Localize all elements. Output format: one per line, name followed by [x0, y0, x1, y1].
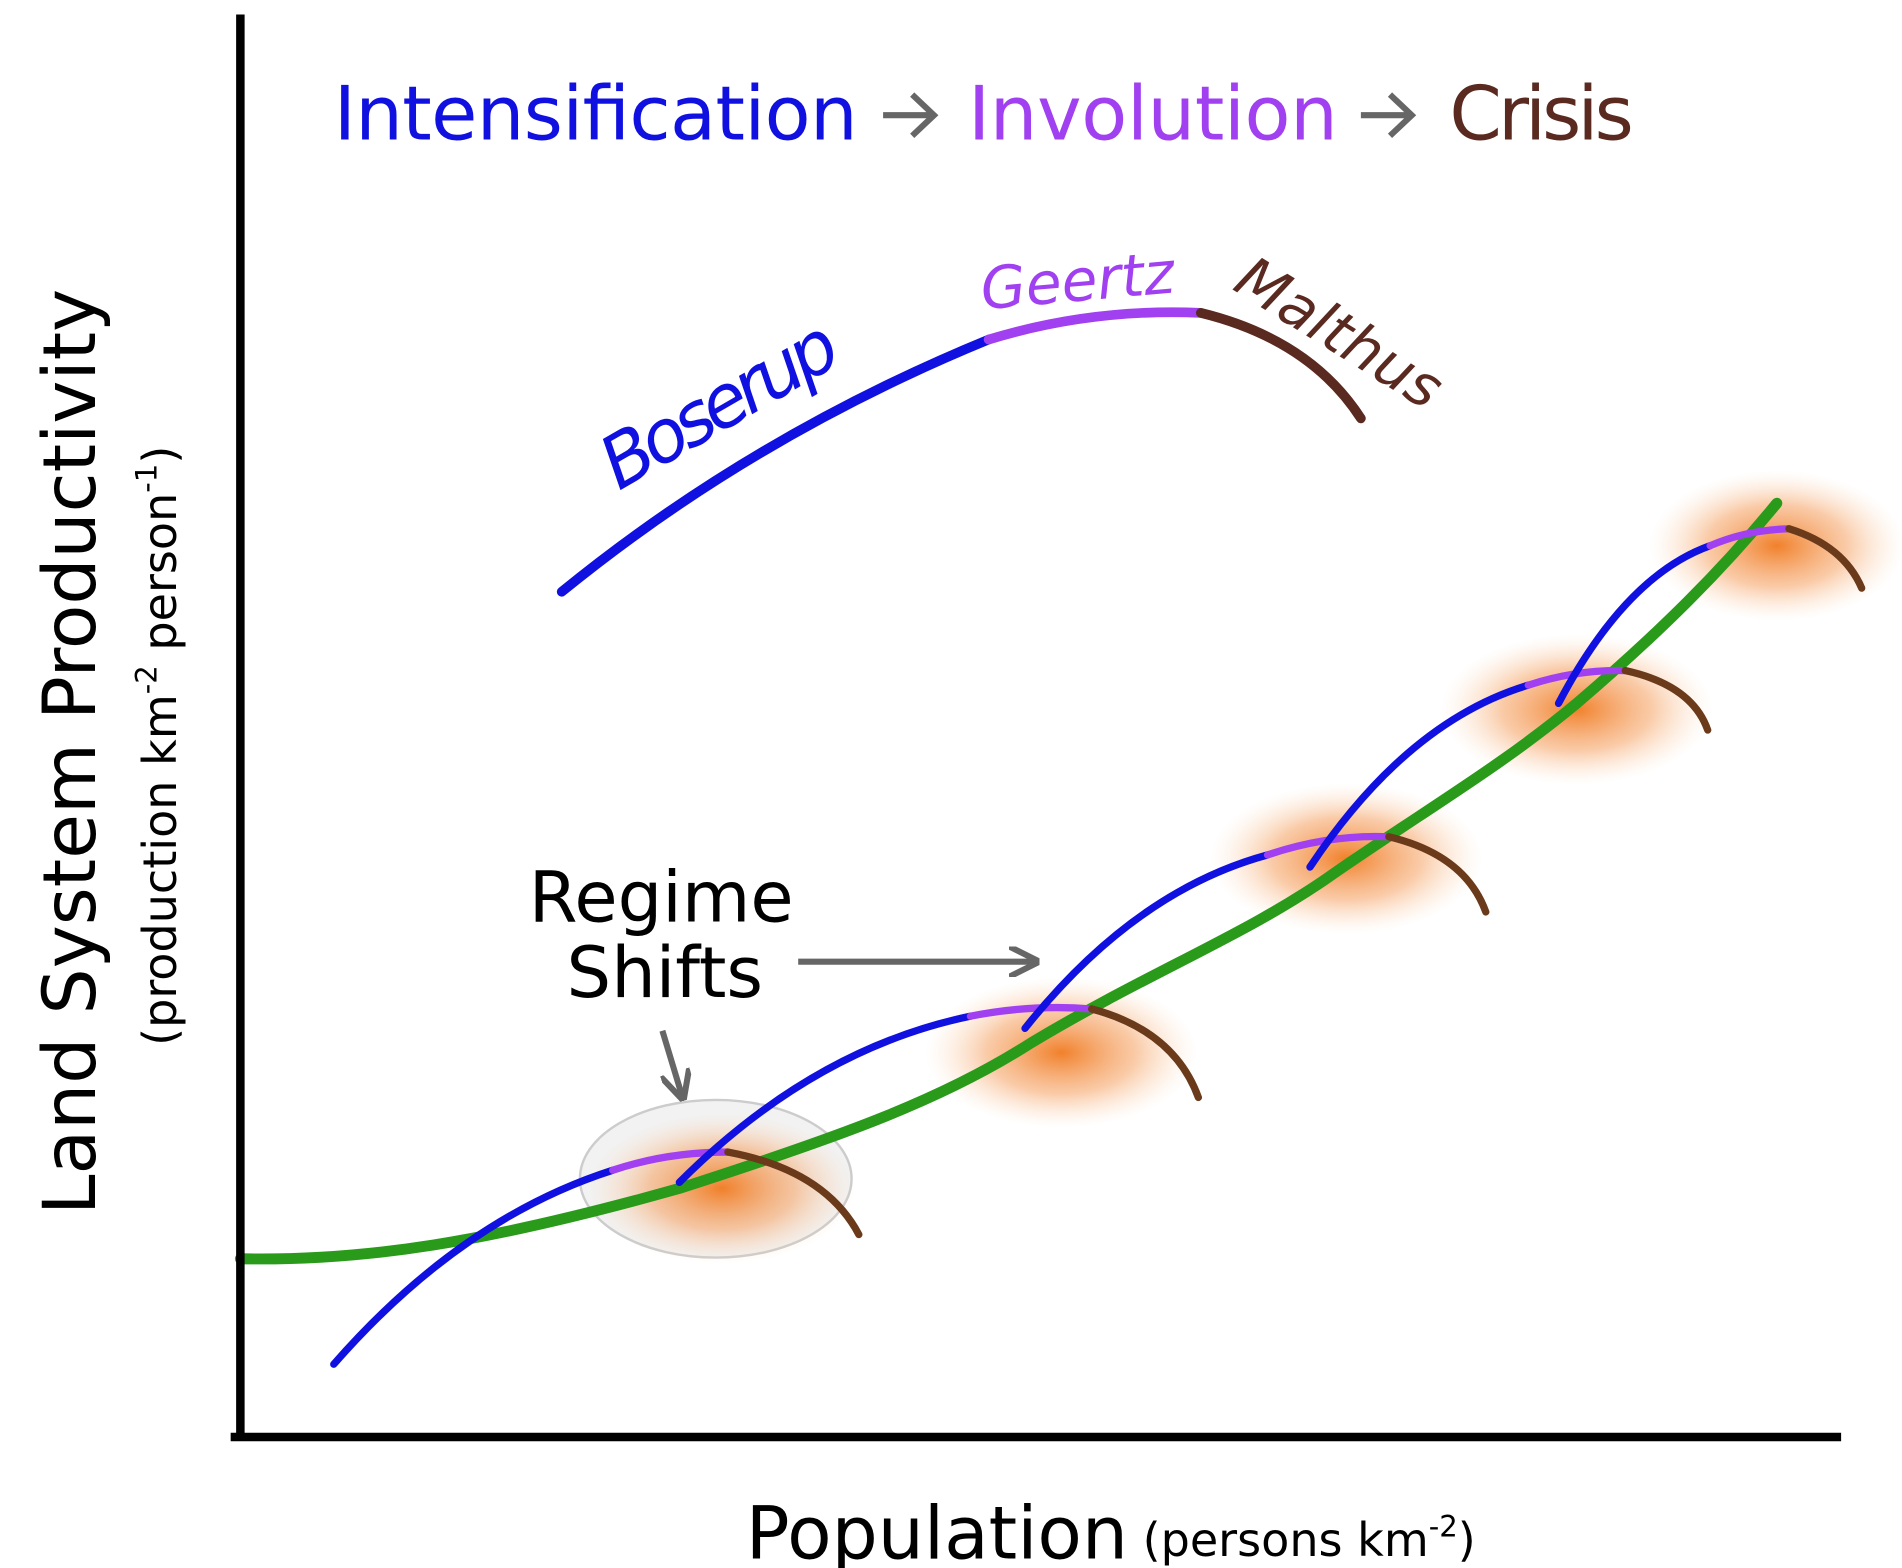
y-axis-unit: (production km-2 person-1) — [130, 446, 187, 1046]
boserup-curve — [556, 334, 994, 597]
arc-crisis — [1385, 833, 1490, 916]
title-arrow — [1360, 92, 1417, 139]
title-stage: Intensification — [334, 69, 858, 157]
annotation: Regime Shifts — [529, 857, 794, 1014]
unit-part: (production km — [133, 694, 187, 1046]
title-stage: Crisis — [1449, 69, 1633, 157]
arc-intensification — [675, 1012, 975, 1187]
unit-part: person — [133, 493, 187, 666]
title: Intensification Involution Crisis — [334, 69, 1634, 157]
geertz-curve — [983, 307, 1206, 345]
unit-sup: -1 — [130, 464, 164, 493]
arc-intensification — [1306, 681, 1532, 871]
arc-crisis — [1785, 525, 1866, 592]
concept-curve — [556, 307, 1366, 597]
x-axis-unit: (persons km-2) — [1143, 1509, 1476, 1566]
trend-curve — [234, 497, 1783, 1265]
arc-crisis — [1088, 1005, 1203, 1102]
unit-sup: -2 — [1429, 1509, 1458, 1543]
annotation-arrow — [659, 1029, 681, 1095]
annotation-line: Regime — [529, 857, 794, 939]
curve-label: Geertz — [978, 238, 1179, 323]
arc-crisis — [724, 1148, 863, 1239]
unit-sup: -2 — [130, 665, 164, 694]
annotation-line: Shifts — [567, 932, 763, 1014]
arc-intensification — [1554, 542, 1714, 707]
glow — [925, 977, 1198, 1128]
title-arrow — [883, 92, 939, 139]
unit-part: ) — [133, 446, 187, 464]
malthus-curve — [1195, 308, 1366, 424]
arc-crisis — [1621, 666, 1712, 734]
arc-involution — [1706, 525, 1793, 550]
unit-part: ) — [1458, 1513, 1476, 1567]
y-axis-label: Land System Productivity — [28, 289, 113, 1215]
x-axis-label: Population — [746, 1491, 1128, 1568]
arc-intensification — [1021, 851, 1272, 1032]
regime-arcs — [330, 525, 1866, 1368]
title-stage: Involution — [968, 69, 1338, 157]
unit-part: (persons km — [1143, 1513, 1429, 1567]
arc-intensification — [330, 1166, 617, 1368]
arc-involution — [966, 1003, 1096, 1020]
